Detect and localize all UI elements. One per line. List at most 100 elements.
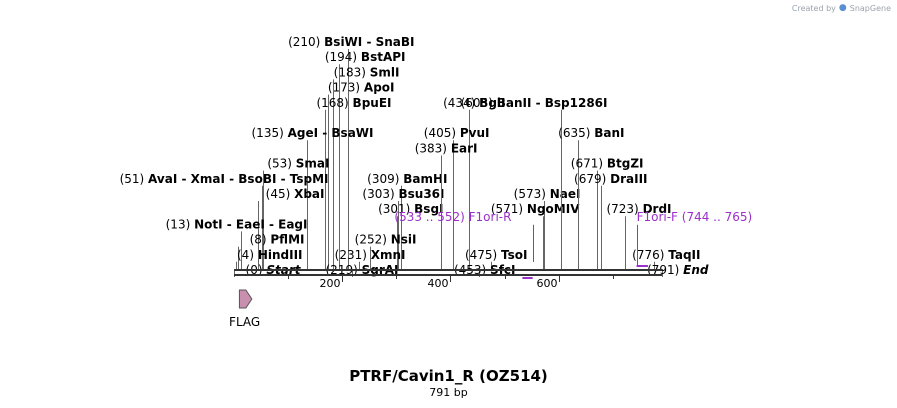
site-enzyme-name: DrdI <box>643 202 672 216</box>
site-enzyme-name: AgeI - BsaWI <box>288 126 374 140</box>
site-position: (8) <box>250 233 271 247</box>
restriction-site-label[interactable]: (231) XmnI <box>335 248 406 262</box>
primer-range: (744 .. 765) <box>682 210 752 224</box>
site-position: (571) <box>491 202 527 216</box>
site-position: (671) <box>571 157 607 171</box>
site-enzyme-name: ApoI <box>364 81 395 95</box>
axis-tick-label: 400 <box>428 277 449 290</box>
site-position: (635) <box>558 126 594 140</box>
restriction-site-label[interactable]: (135) AgeI - BsaWI <box>252 126 374 140</box>
primer-binding-bar[interactable] <box>636 265 648 267</box>
restriction-site-label[interactable]: (252) NsiI <box>355 233 417 247</box>
site-position: (13) <box>166 217 194 231</box>
axis-tick-label: 200 <box>320 277 341 290</box>
sequence-length: 791 bp <box>429 386 468 399</box>
restriction-site-label[interactable]: (671) BtgZI <box>571 157 644 171</box>
restriction-site-label[interactable]: (434) BglI <box>443 96 505 110</box>
site-enzyme-name: HindIII <box>258 248 303 262</box>
snapgene-logo-icon: ● <box>838 3 847 13</box>
site-position: (383) <box>415 141 451 155</box>
restriction-site-label[interactable]: (791) End <box>647 263 709 277</box>
site-position: (4) <box>237 248 258 262</box>
site-position: (231) <box>335 248 371 262</box>
site-position: (791) <box>647 263 683 277</box>
restriction-site-label[interactable]: (383) EarI <box>415 141 478 155</box>
site-enzyme-name: TaqII <box>668 248 700 262</box>
restriction-site-label[interactable]: (635) BanI <box>558 126 624 140</box>
site-position: (135) <box>252 126 288 140</box>
site-position: (434) <box>443 96 479 110</box>
axis-tick-label: 600 <box>537 277 558 290</box>
restriction-site-label[interactable]: (210) BsiWI - SnaBI <box>288 35 414 49</box>
restriction-site-label[interactable]: (405) PvuI <box>424 126 490 140</box>
site-enzyme-name: XmnI <box>371 248 406 262</box>
primer-binding-bar[interactable] <box>522 277 533 279</box>
site-enzyme-name: PflMI <box>270 233 304 247</box>
restriction-site-label[interactable]: (45) XbaI <box>266 187 325 201</box>
site-position: (723) <box>606 202 642 216</box>
site-position: (679) <box>574 172 610 186</box>
site-position: (183) <box>334 65 370 79</box>
site-enzyme-name: NotI - EaeI - EagI <box>194 217 307 231</box>
site-enzyme-name: NsiI <box>391 233 417 247</box>
restriction-site-label[interactable]: (309) BamHI <box>367 172 447 186</box>
site-enzyme-name: AvaI - XmaI - BsoBI - TspMI <box>148 172 328 186</box>
restriction-site-label[interactable]: (53) SmaI <box>267 157 329 171</box>
site-enzyme-name: BstAPI <box>361 50 406 64</box>
restriction-site-label[interactable]: (605) BanII - Bsp1286I <box>461 96 608 110</box>
restriction-site-label[interactable]: (183) SmlI <box>334 65 400 79</box>
restriction-site-label[interactable]: (723) DrdI <box>606 202 671 216</box>
site-position: (252) <box>355 233 391 247</box>
site-position: (405) <box>424 126 460 140</box>
primer-name: F1ori-R <box>469 210 512 224</box>
restriction-site-label[interactable]: (194) BstAPI <box>325 50 406 64</box>
map-title-block: PTRF/Cavin1_R (OZ514) 791 bp <box>0 367 897 399</box>
site-enzyme-name: DraIII <box>610 172 647 186</box>
site-position: (605) <box>461 96 497 110</box>
restriction-site-label[interactable]: (51) AvaI - XmaI - BsoBI - TspMI <box>120 172 329 186</box>
restriction-site-label[interactable]: (679) DraIII <box>574 172 647 186</box>
site-enzyme-name: End <box>683 263 709 277</box>
restriction-site-label[interactable]: (8) PflMI <box>250 233 305 247</box>
site-enzyme-name: Bsu36I <box>399 187 445 201</box>
site-enzyme-name: PvuI <box>460 126 490 140</box>
restriction-site-label[interactable]: (303) Bsu36I <box>362 187 444 201</box>
site-position: (301) <box>378 202 414 216</box>
primer-label[interactable]: F1ori-F (744 .. 765) <box>637 210 753 224</box>
restriction-site-label[interactable]: (475) TsoI <box>465 248 528 262</box>
site-position: (194) <box>325 50 361 64</box>
site-position: (309) <box>367 172 403 186</box>
primer-label[interactable]: (533 .. 552) F1ori-R <box>394 210 511 224</box>
site-position: (303) <box>362 187 398 201</box>
restriction-site-label[interactable]: (776) TaqII <box>632 248 700 262</box>
site-enzyme-name: BpuEI <box>353 96 392 110</box>
restriction-site-label[interactable]: (573) NaeI <box>514 187 581 201</box>
site-position: (168) <box>316 96 352 110</box>
restriction-site-label[interactable]: (168) BpuEI <box>316 96 391 110</box>
backbone-bottom-strand <box>234 274 662 276</box>
site-enzyme-name: EarI <box>451 141 478 155</box>
site-position: (475) <box>465 248 501 262</box>
site-enzyme-name: BanII - Bsp1286I <box>497 96 608 110</box>
site-position: (53) <box>267 157 295 171</box>
site-position: (45) <box>266 187 294 201</box>
restriction-site-label[interactable]: (173) ApoI <box>328 81 395 95</box>
credit-brand: SnapGene <box>849 3 891 13</box>
site-enzyme-name: TsoI <box>501 248 527 262</box>
restriction-site-label[interactable]: (13) NotI - EaeI - EagI <box>166 217 308 231</box>
feature-label: FLAG <box>229 315 260 329</box>
map-title: PTRF/Cavin1_R (OZ514) <box>349 367 548 385</box>
site-enzyme-name: BamHI <box>403 172 447 186</box>
feature-arrow[interactable] <box>238 289 253 309</box>
restriction-site-label[interactable]: (4) HindIII <box>237 248 303 262</box>
restriction-site-label[interactable]: (571) NgoMIV <box>491 202 580 216</box>
site-enzyme-name: SmaI <box>296 157 330 171</box>
credit-text: Created by <box>791 3 836 13</box>
site-enzyme-name: SmlI <box>370 65 400 79</box>
site-enzyme-name: BsgI <box>414 202 443 216</box>
restriction-site-label[interactable]: (301) BsgI <box>378 202 443 216</box>
site-enzyme-name: BsiWI - SnaBI <box>324 35 414 49</box>
site-enzyme-name: NgoMIV <box>527 202 580 216</box>
site-enzyme-name: BanI <box>594 126 624 140</box>
